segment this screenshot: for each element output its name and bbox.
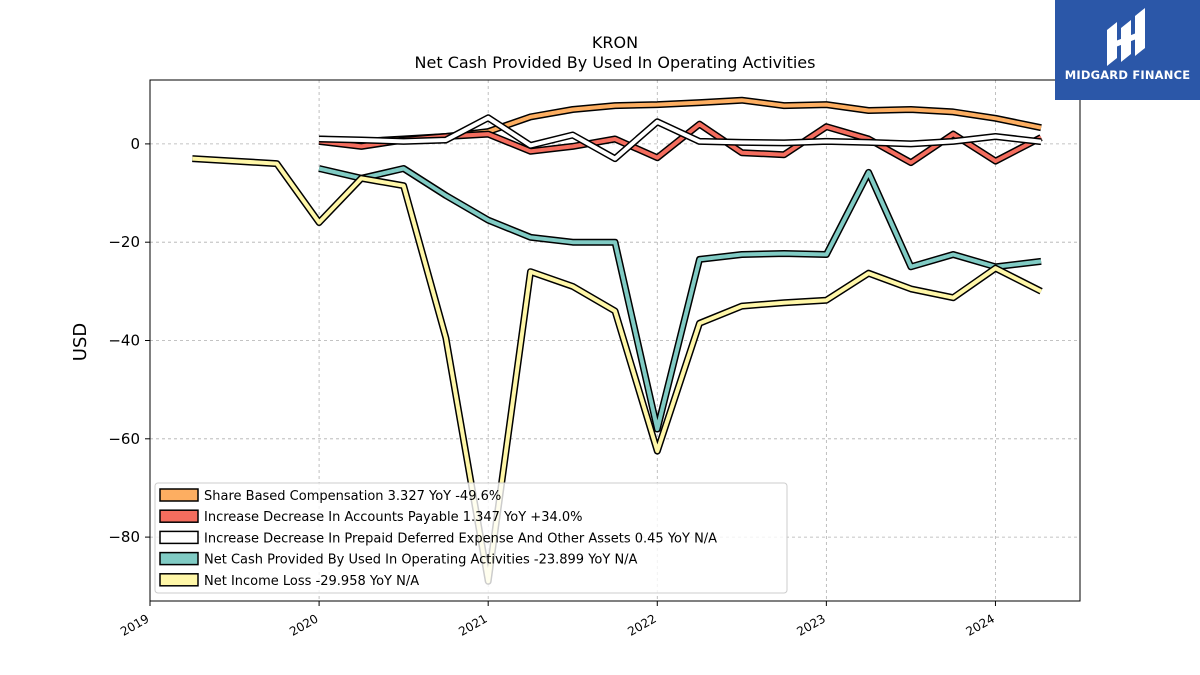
x-tick-label: 2023 <box>794 611 827 638</box>
legend-swatch <box>159 488 199 502</box>
x-tick-label: 2022 <box>625 611 658 638</box>
y-tick-label: −60 <box>108 430 140 448</box>
y-tick-label: 0 <box>130 135 140 153</box>
legend-entry-label: Share Based Compensation 3.327 YoY -49.6… <box>204 489 501 504</box>
series-line <box>319 114 1042 163</box>
legend-swatch <box>159 509 199 523</box>
legend-swatch <box>159 551 199 566</box>
legend-entry-label: Increase Decrease In Prepaid Deferred Ex… <box>204 531 717 546</box>
legend-entry-label: Increase Decrease In Accounts Payable 1.… <box>204 510 583 525</box>
y-tick-label: −80 <box>108 528 140 546</box>
chart-title: KRON <box>592 33 638 52</box>
legend-box <box>154 482 788 594</box>
series-line-stroke <box>318 166 1042 431</box>
legend-entry-label: Net Cash Provided By Used In Operating A… <box>204 553 638 568</box>
legend-swatch <box>159 573 199 587</box>
series-line <box>192 155 1043 585</box>
series-line-stroke <box>192 156 1043 584</box>
x-tick-label: 2020 <box>287 611 320 638</box>
series-line <box>318 165 1042 433</box>
legend: Share Based Compensation 3.327 YoY -49.6… <box>154 482 788 594</box>
brand-logo: MIDGARD FINANCE <box>1055 0 1200 100</box>
y-tick-label: −40 <box>108 332 140 350</box>
x-tick-label: 2021 <box>456 611 489 638</box>
logo-text: MIDGARD FINANCE <box>1064 68 1191 82</box>
series-line-stroke <box>319 115 1042 161</box>
y-axis-label: USD <box>70 323 91 361</box>
legend-swatch <box>159 530 199 545</box>
chart-subtitle: Net Cash Provided By Used In Operating A… <box>415 53 816 72</box>
logo-mark-icon <box>1107 8 1145 66</box>
x-tick-label: 2024 <box>964 611 997 638</box>
series-layer <box>192 96 1043 585</box>
y-tick-label: −20 <box>108 233 140 251</box>
legend-entry-label: Net Income Loss -29.958 YoY N/A <box>204 574 419 589</box>
x-tick-label: 2019 <box>118 611 151 638</box>
